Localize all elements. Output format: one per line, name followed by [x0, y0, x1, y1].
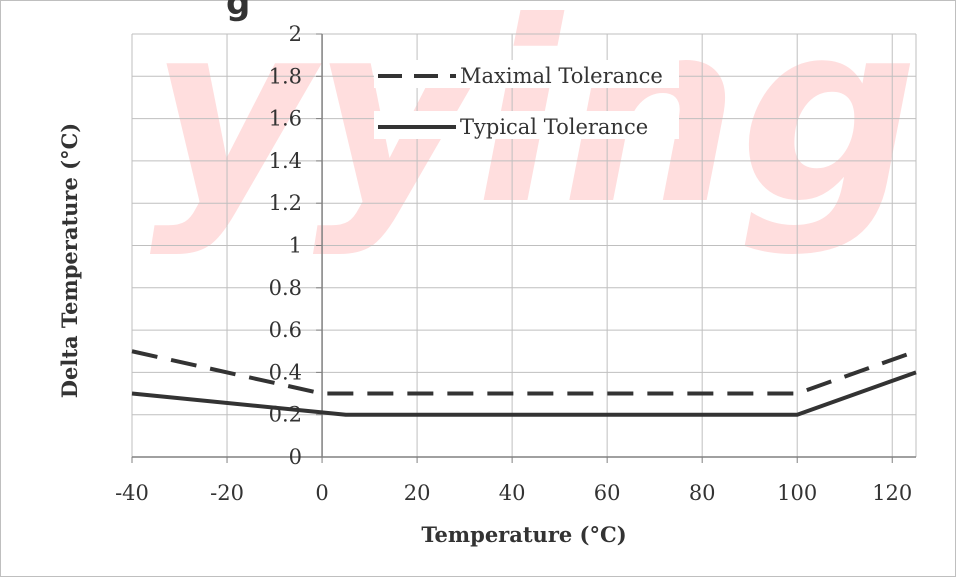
series-layer	[131, 349, 917, 417]
legend-label: Maximal Tolerance	[460, 64, 663, 88]
x-tick-label: -40	[115, 481, 149, 505]
x-tick-label: 0	[315, 481, 328, 505]
y-tick-label: 1.6	[269, 107, 302, 131]
x-tick-label: 100	[777, 481, 817, 505]
chart-title-fragment: g	[226, 0, 250, 23]
x-tick-label: -20	[210, 481, 244, 505]
y-tick-label: 1	[289, 234, 302, 258]
x-tick-label: 120	[872, 481, 912, 505]
x-tick-label: 80	[689, 481, 716, 505]
maximal-tolerance-line	[131, 349, 917, 396]
legend-label: Typical Tolerance	[460, 115, 648, 139]
y-tick-label: 2	[289, 22, 302, 46]
legend: Maximal Tolerance Typical Tolerance	[374, 60, 679, 139]
x-tick-label: 20	[404, 481, 431, 505]
y-tick-label: 1.8	[269, 64, 302, 88]
y-tick-label: 0.4	[269, 360, 302, 384]
y-tick-label: 0	[289, 445, 302, 469]
y-tick-label: 1.2	[269, 191, 302, 215]
y-tick-label: 0.6	[269, 318, 302, 342]
typical-tolerance-line	[131, 370, 917, 417]
y-tick-label: 0.8	[269, 276, 302, 300]
x-tick-label: 40	[499, 481, 526, 505]
x-tick-label: 60	[594, 481, 621, 505]
axis-layer: 00.20.40.60.811.21.41.61.82-40 -20 0 20 40 60…	[115, 22, 916, 505]
x-axis-title: Temperature (°C)	[421, 522, 626, 547]
y-tick-label: 1.4	[269, 149, 302, 173]
y-axis-title: Delta Temperature (°C)	[57, 123, 82, 398]
